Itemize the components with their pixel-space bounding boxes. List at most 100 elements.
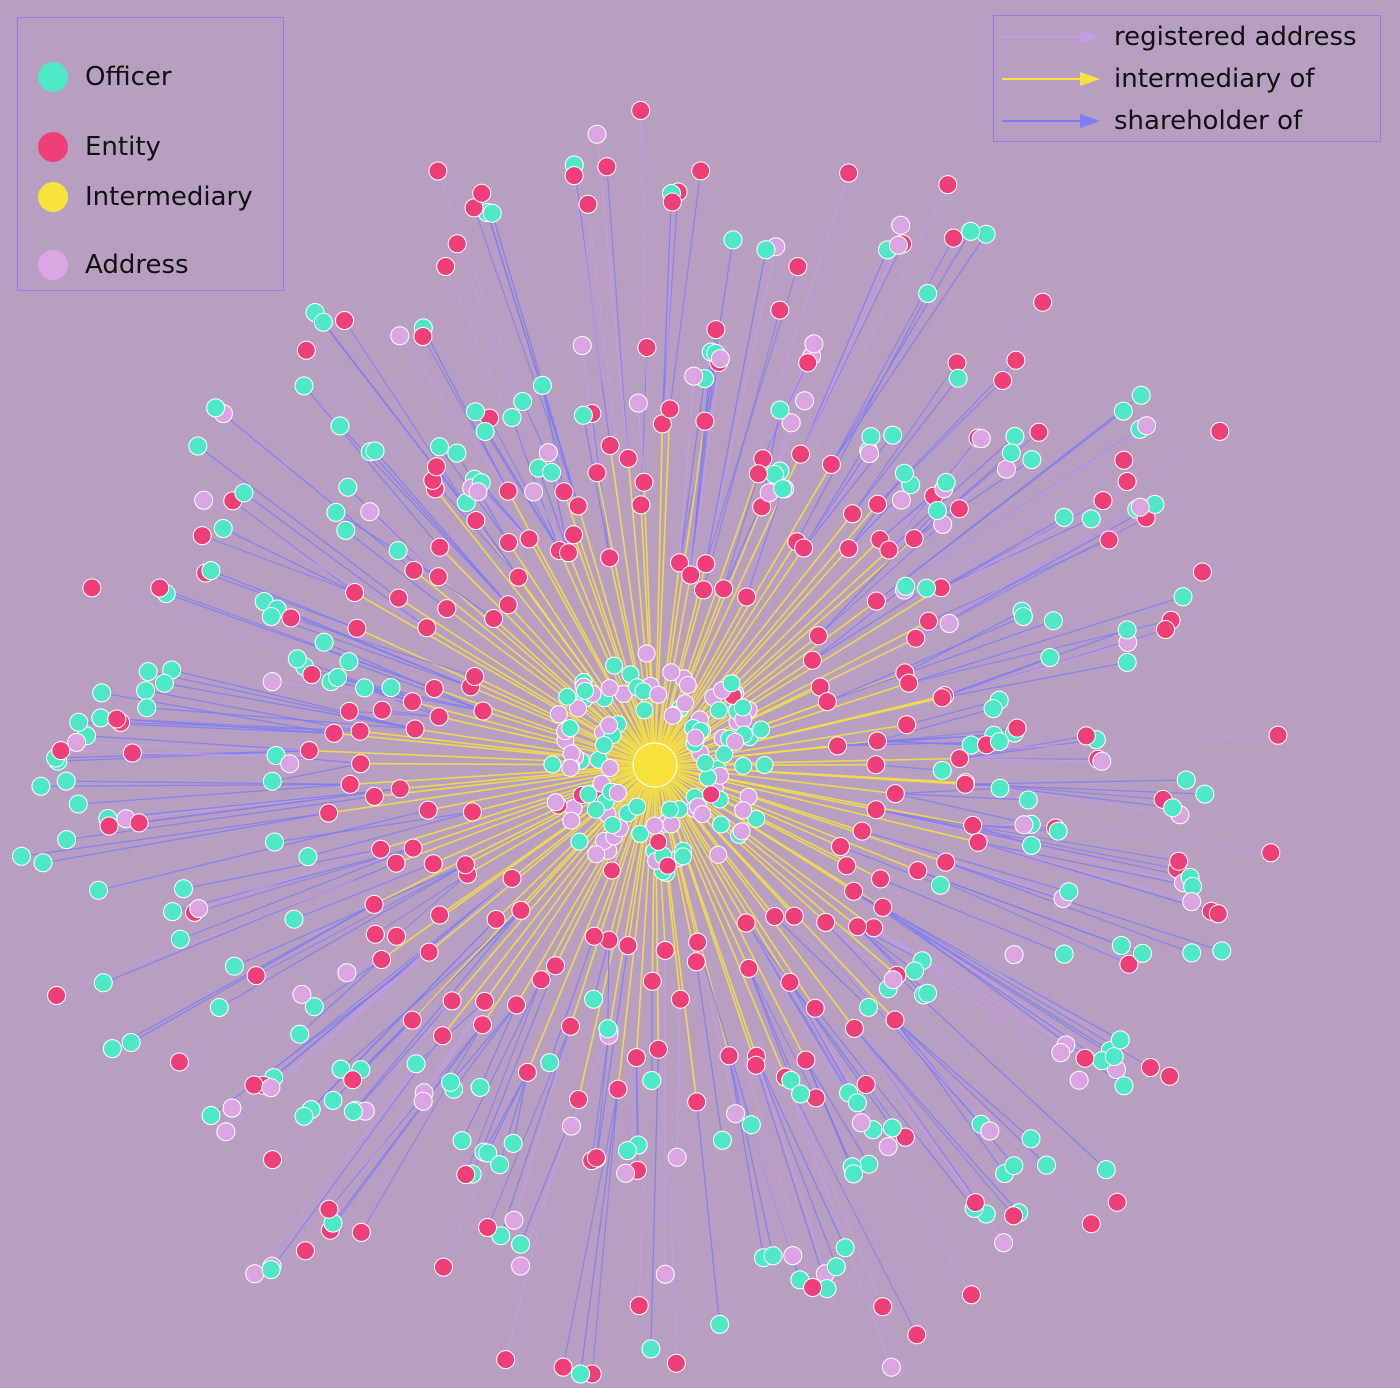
shareholder-edge: [422, 327, 509, 492]
officer-node: [1163, 798, 1183, 818]
entity-node: [340, 774, 360, 794]
registered-address-edge: [755, 1056, 826, 1274]
officer-node: [1104, 1047, 1124, 1066]
officer-node: [1054, 507, 1074, 527]
registered-address-edge: [825, 921, 894, 981]
officer-node: [154, 673, 174, 693]
officer-node: [121, 1033, 141, 1052]
shareholder-edge: [959, 738, 1097, 760]
entity-node: [873, 1297, 893, 1317]
entity-node: [871, 869, 890, 889]
entity-node: [389, 588, 409, 608]
officer-node: [313, 312, 333, 332]
registered-address-edge: [941, 641, 1128, 699]
officer-node: [294, 376, 314, 396]
entity-node: [347, 618, 367, 638]
entity-node: [1192, 562, 1212, 582]
entity-node: [655, 940, 675, 960]
address-node: [996, 459, 1016, 479]
registered-address-edge: [596, 134, 629, 459]
officer-node: [138, 662, 158, 682]
shareholder-edge: [945, 861, 1222, 952]
core-node: [734, 801, 753, 820]
shareholder-edge: [592, 940, 610, 1000]
intermediary-edge: [635, 764, 656, 1058]
shareholder-edge: [328, 1024, 483, 1210]
shareholder-edge: [66, 780, 351, 786]
officer-node: [234, 483, 254, 503]
entity-node: [372, 950, 392, 969]
entity-node: [569, 1090, 588, 1109]
officer-node: [961, 221, 981, 241]
entity-node: [429, 707, 449, 727]
officer-node: [261, 1260, 281, 1280]
entity-node: [652, 414, 672, 434]
shareholder-edge: [853, 1027, 1020, 1214]
shareholder-edge: [805, 1059, 855, 1175]
shareholder-edge: [635, 1057, 639, 1146]
shareholder-edge: [661, 191, 679, 424]
address-dot-icon: [38, 250, 68, 280]
shareholder-edge: [857, 926, 924, 996]
entity-node: [1006, 350, 1026, 370]
core-node: [562, 811, 581, 830]
shareholder-edge: [728, 1055, 774, 1256]
registered-address-arrow-icon: [1002, 30, 1100, 44]
address-node: [1182, 892, 1202, 912]
intermediary-of-arrow-icon: [1002, 72, 1100, 86]
officer-node: [905, 961, 924, 981]
intermediary-edge: [654, 764, 660, 1050]
entity-node: [1093, 491, 1113, 511]
address-node: [1092, 751, 1112, 771]
core-node: [587, 845, 606, 864]
shareholder-edge: [270, 1035, 444, 1270]
core-node: [702, 785, 721, 804]
shareholder-edge: [461, 979, 542, 1141]
entity-node: [473, 1015, 492, 1035]
entity-node: [1029, 422, 1049, 442]
entity-node: [631, 495, 651, 515]
officer-node: [763, 1246, 783, 1266]
intermediary-node: [632, 742, 678, 788]
officer-node: [642, 1071, 662, 1090]
address-node: [337, 963, 357, 983]
entity-node: [608, 1079, 628, 1099]
legend-item-address: Address: [38, 248, 189, 282]
entity-node: [714, 579, 734, 599]
entity-node: [955, 774, 975, 794]
officer-node: [343, 1102, 363, 1121]
entity-node: [559, 543, 578, 563]
entity-node: [600, 548, 620, 568]
intermediary-edge: [483, 764, 656, 1002]
entity-node: [586, 1148, 606, 1168]
address-node: [781, 413, 801, 433]
address-node: [860, 444, 879, 463]
registered-address-edge: [954, 1080, 1092, 1225]
entity-node: [844, 881, 864, 901]
entity-node: [462, 802, 482, 822]
registered-address-edge: [816, 1035, 972, 1296]
shareholder-edge: [591, 1030, 610, 1161]
entity-node: [746, 1055, 766, 1075]
entity-node: [879, 540, 899, 560]
address-node: [1051, 1043, 1071, 1063]
shareholder-edge: [374, 873, 468, 935]
entity-node: [686, 952, 706, 972]
officer-node: [936, 472, 956, 492]
shareholder-edge: [343, 320, 477, 521]
registered-address-edge: [225, 951, 430, 1133]
shareholder-edge: [159, 587, 435, 690]
entity-node: [509, 567, 528, 587]
officer-node: [262, 771, 282, 791]
officer-node: [894, 463, 914, 483]
entity-node: [681, 565, 701, 585]
officer-node: [882, 1118, 902, 1138]
edge-type-legend: registered address intermediary of share…: [993, 15, 1381, 142]
shareholder-edge: [488, 417, 560, 551]
shareholder-edge: [977, 841, 1193, 888]
officer-node: [188, 436, 208, 456]
shareholder-edge: [201, 535, 355, 594]
shareholder-edge: [830, 233, 987, 465]
officer-node: [209, 998, 229, 1017]
legend-label-address: Address: [85, 250, 189, 280]
